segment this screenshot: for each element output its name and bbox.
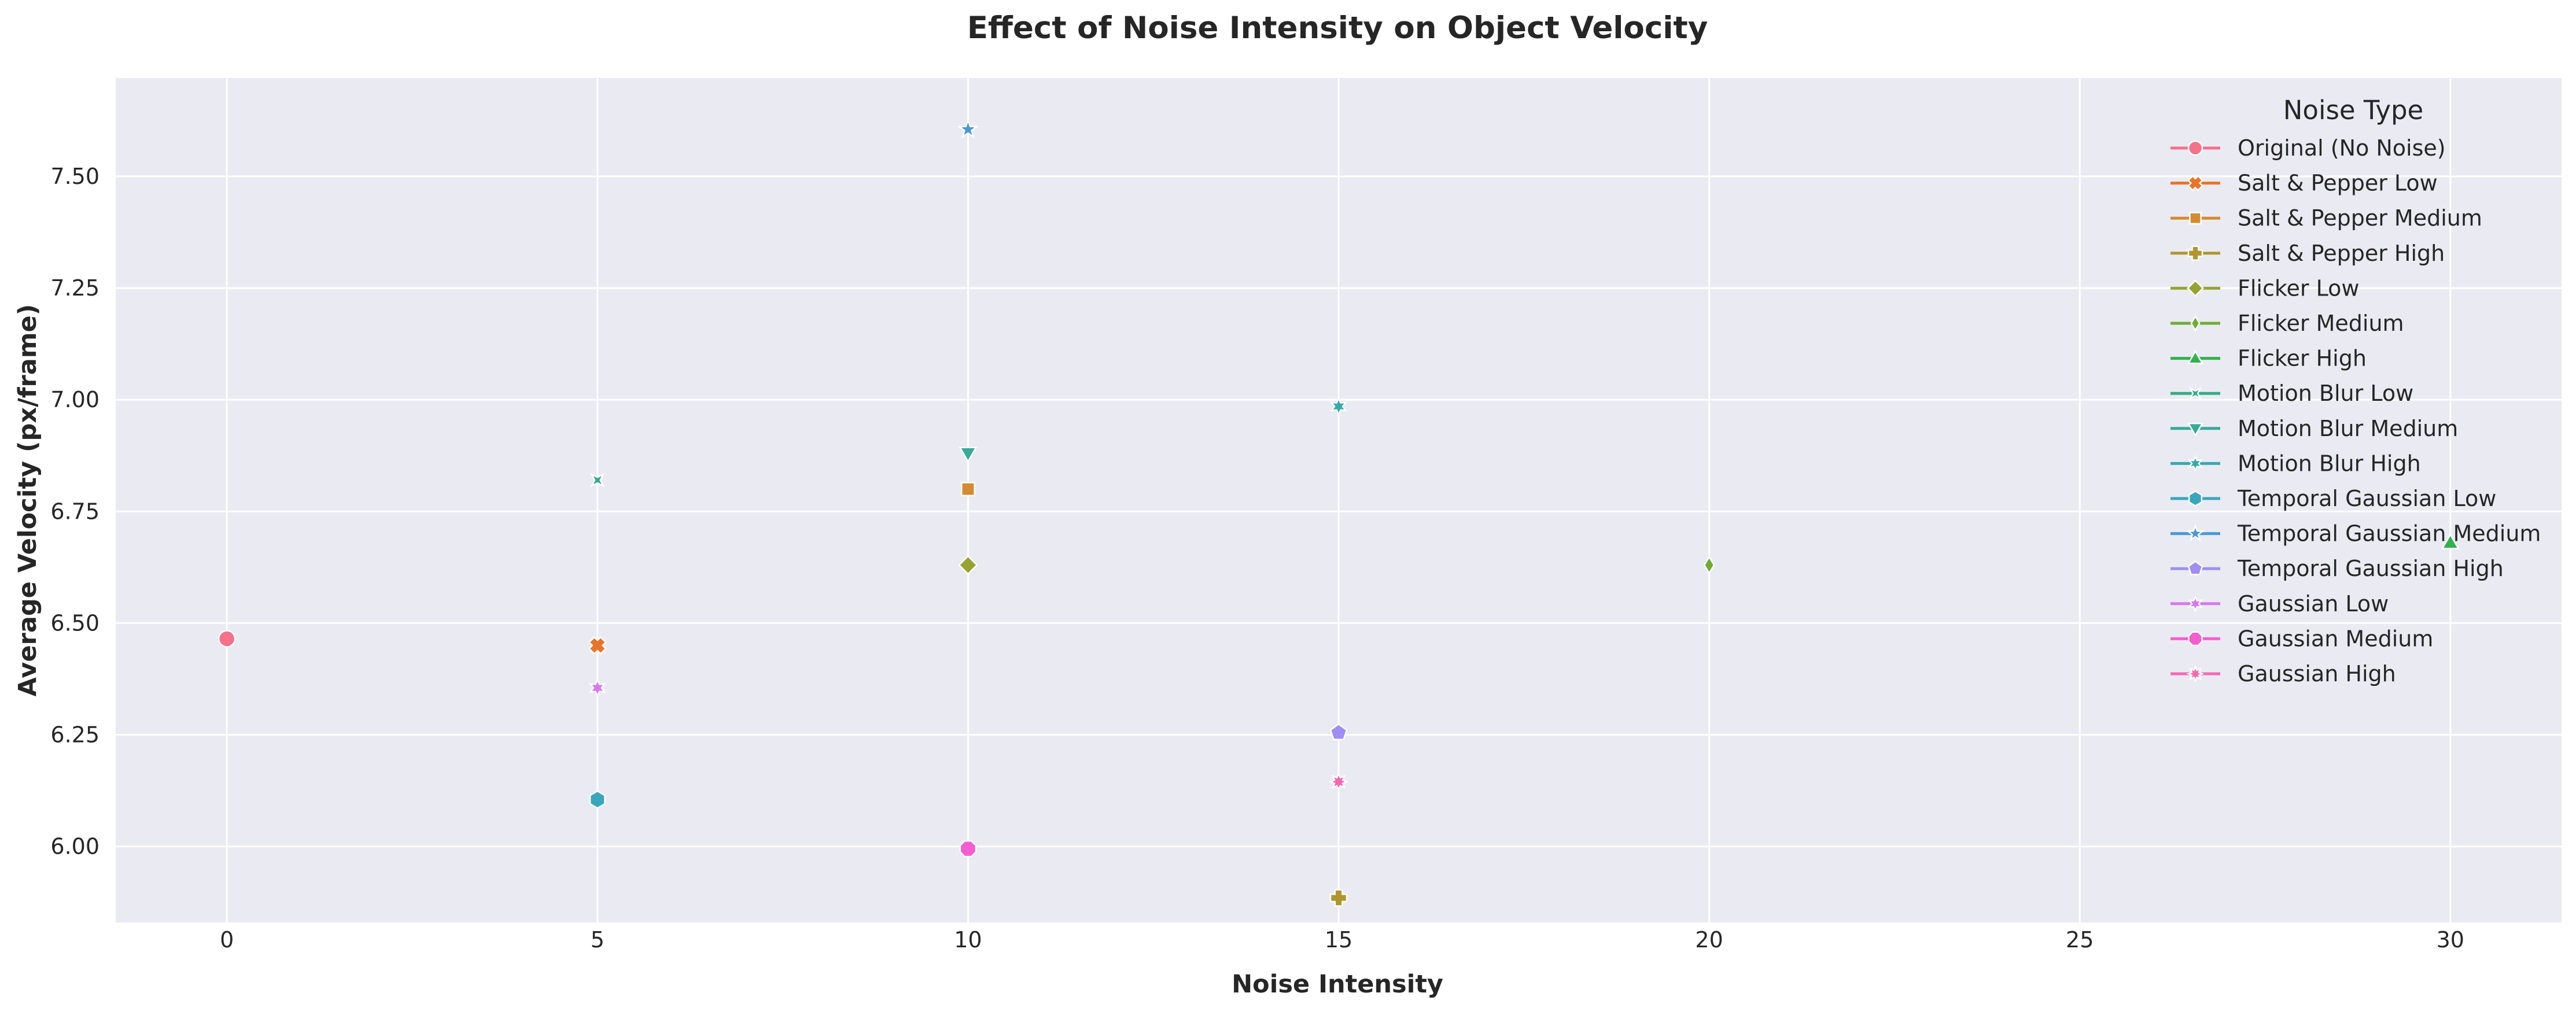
legend-marker (2187, 140, 2203, 156)
legend-label: Temporal Gaussian High (2237, 556, 2504, 581)
data-point (959, 840, 977, 858)
x-tick-label: 20 (1695, 927, 1723, 953)
legend-label: Motion Blur High (2238, 451, 2421, 476)
data-point (589, 678, 606, 698)
legend-marker (2187, 279, 2204, 297)
legend-label: Flicker High (2238, 346, 2367, 371)
legend-item: Salt & Pepper Medium (2170, 205, 2482, 231)
legend-item: Flicker Medium (2170, 311, 2404, 336)
legend-label: Flicker Low (2238, 275, 2359, 301)
legend-marker (2188, 386, 2202, 400)
legend-item: Gaussian Low (2170, 591, 2389, 617)
tick-labels: 0 5 10 15 20 25 30 6.00 6.25 6.50 6.75 7.00 7.25 7.50 (50, 164, 2464, 953)
legend-marker (2189, 212, 2202, 225)
legend-marker (2187, 422, 2204, 437)
legend-marker (2187, 175, 2204, 191)
data-point (1328, 772, 1349, 792)
legend-item: Temporal Gaussian Medium (2170, 521, 2541, 547)
legend-item: Motion Blur Medium (2170, 416, 2458, 441)
y-tick-label: 6.50 (50, 610, 99, 636)
legend-label: Salt & Pepper Low (2238, 171, 2438, 196)
legend-item: Salt & Pepper High (2170, 241, 2445, 266)
legend-label: Motion Blur Low (2238, 381, 2413, 406)
legend-item: Motion Blur High (2170, 451, 2421, 476)
data-point (960, 482, 975, 497)
legend-label: Motion Blur Medium (2238, 416, 2458, 441)
legend-marker (2187, 455, 2203, 473)
legend-label: Gaussian Medium (2238, 626, 2433, 651)
y-tick-label: 7.00 (50, 387, 99, 412)
legend-marker (2187, 245, 2203, 261)
data-point (1330, 396, 1347, 416)
y-tick-label: 7.25 (50, 275, 99, 301)
legend-label: Original (No Noise) (2238, 135, 2446, 161)
legend-title: Noise Type (2283, 95, 2424, 126)
legend-label: Salt & Pepper High (2238, 241, 2445, 266)
y-axis-label: Average Velocity (px/frame) (13, 304, 42, 697)
legend-marker (2190, 315, 2201, 332)
legend-marker (2188, 631, 2203, 647)
data-point (2441, 533, 2460, 549)
legend-marker (2187, 595, 2203, 612)
legend: Noise Type Original (No Noise) Salt & Pep… (2170, 95, 2541, 686)
x-tick-label: 15 (1325, 927, 1353, 953)
legend-item: Salt & Pepper Low (2170, 171, 2438, 196)
y-tick-label: 6.75 (50, 499, 99, 524)
data-points (218, 118, 2460, 907)
legend-label: Flicker Medium (2238, 311, 2404, 336)
y-tick-label: 6.00 (50, 834, 99, 859)
data-point (1703, 555, 1715, 575)
legend-label: Gaussian High (2238, 661, 2396, 686)
legend-item: Gaussian Medium (2170, 626, 2433, 651)
y-tick-label: 7.50 (50, 164, 99, 189)
legend-label: Temporal Gaussian Low (2237, 486, 2496, 511)
legend-item: Original (No Noise) (2170, 135, 2446, 161)
data-point (589, 790, 606, 809)
data-point (959, 446, 978, 463)
y-tick-label: 6.25 (50, 722, 99, 748)
legend-item: Flicker High (2170, 346, 2367, 371)
data-point (588, 636, 607, 655)
legend-label: Salt & Pepper Medium (2238, 205, 2482, 231)
legend-label: Temporal Gaussian Medium (2237, 521, 2541, 547)
x-axis-label: Noise Intensity (1232, 970, 1443, 999)
legend-item: Temporal Gaussian Low (2170, 486, 2496, 511)
x-tick-label: 5 (591, 927, 605, 953)
legend-marker (2188, 490, 2203, 507)
x-tick-label: 30 (2437, 927, 2464, 953)
data-point (590, 473, 605, 488)
legend-item: Temporal Gaussian High (2170, 556, 2504, 581)
data-point (958, 555, 978, 575)
legend-item: Gaussian High (2170, 661, 2396, 686)
legend-marker (2187, 560, 2203, 575)
legend-marker (2186, 523, 2205, 542)
legend-label: Gaussian Low (2238, 591, 2389, 617)
chart-title: Effect of Noise Intensity on Object Velo… (967, 10, 1708, 46)
data-point (1329, 723, 1348, 740)
legend-marker (2186, 665, 2205, 683)
legend-item: Flicker Low (2170, 275, 2359, 301)
x-tick-label: 0 (220, 927, 234, 953)
data-point (1329, 889, 1348, 907)
data-point (957, 118, 979, 139)
legend-marker (2187, 350, 2204, 364)
x-tick-label: 10 (954, 927, 982, 953)
x-tick-label: 25 (2066, 927, 2094, 953)
legend-item: Motion Blur Low (2170, 381, 2413, 406)
data-point (218, 630, 236, 648)
